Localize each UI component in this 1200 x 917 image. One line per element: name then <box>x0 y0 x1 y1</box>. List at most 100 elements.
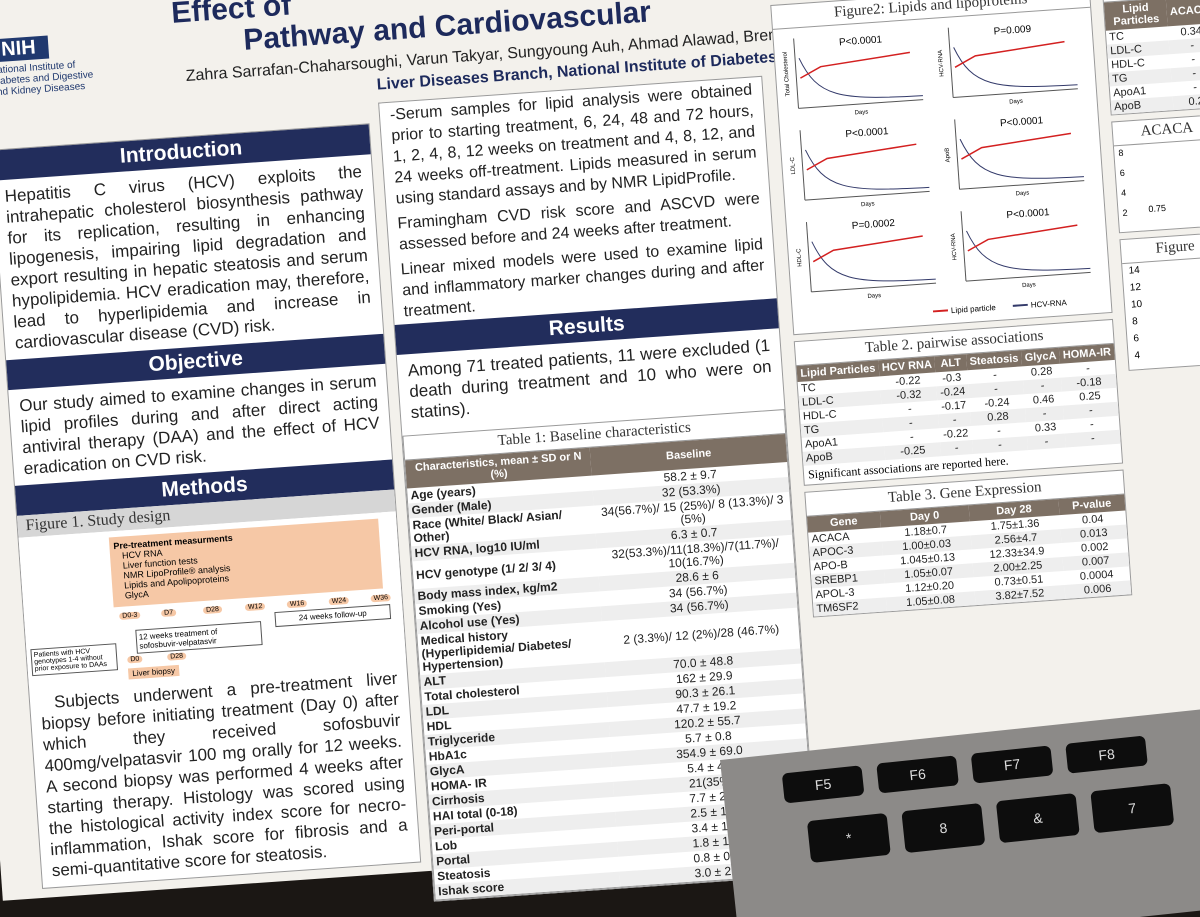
axis <box>793 38 800 109</box>
key: 7 <box>1090 783 1175 834</box>
y-tick-label: 8 <box>1131 316 1139 328</box>
y-label: HCV-RNA <box>938 50 946 77</box>
decay-curve <box>804 149 930 190</box>
y-tick-label: 2 <box>1122 207 1128 218</box>
p-value: P<0.0001 <box>845 126 889 140</box>
cell: ApoB <box>1113 99 1142 114</box>
p-value: P<0.0001 <box>839 34 883 48</box>
legend-swatch <box>932 309 949 313</box>
x-label: Days <box>1015 190 1029 197</box>
key: 8 <box>901 802 986 854</box>
figure-title: Figure <box>1120 232 1200 265</box>
timepoint: W12 <box>244 602 266 612</box>
y-label: LDL-C <box>790 156 797 174</box>
axis <box>947 27 954 98</box>
figure-3: ACACA 8 6 4 2 0.75 <box>1111 113 1200 234</box>
logo-block: NIH National Institute of Diabetes and D… <box>0 29 142 99</box>
y-tick-label: 6 <box>1133 333 1140 345</box>
decay-curve <box>811 241 936 282</box>
rise-curve <box>954 40 1065 68</box>
decay-curve <box>953 47 1078 88</box>
timepoint: D28 <box>202 605 223 615</box>
figure-4: Figure 14 12 10 8 6 4 <box>1119 231 1200 371</box>
methods-text: Subjects underwent a pre-treatment liver… <box>40 668 409 881</box>
y-tick-label: 10 <box>1130 298 1143 311</box>
axis <box>811 282 937 293</box>
institute: National Institute of Diabetes and Diges… <box>0 59 94 99</box>
key: F7 <box>970 745 1054 784</box>
axis <box>954 119 961 190</box>
legend-label: Lipid particle <box>951 303 997 315</box>
table-box: Table 4.Lipid ParticlesACACATC0.34LDL-C-… <box>1101 0 1200 116</box>
logo: NIH <box>0 35 50 63</box>
x-label: Days <box>1009 99 1023 106</box>
bar-label: 0.75 <box>1148 202 1167 215</box>
y-label: Total Cholesterol <box>783 52 792 97</box>
figure-1: Pre-treatment measurments HCV RNA Liver fu… <box>18 511 407 688</box>
figure-title: ACACA <box>1112 114 1200 147</box>
timepoint: D0-3 <box>119 611 141 620</box>
y-tick-label: 12 <box>1129 281 1142 294</box>
section-text: Hepatitis C virus (HCV) exploits the int… <box>4 161 372 353</box>
key: F8 <box>1065 735 1148 774</box>
timepoint: W24 <box>328 596 350 606</box>
column-3: Figure2: Lipids and lipoproteins P<0.0001… <box>770 0 1133 618</box>
column-header: ACACA <box>1166 0 1200 27</box>
table: Lipid Particles ACACA TC 0.34 LDL-C - HDL-C - TG… <box>1103 0 1200 115</box>
p-value: P=0.0002 <box>851 218 895 232</box>
key: & <box>995 793 1080 844</box>
y-tick-label: 4 <box>1134 350 1141 362</box>
figure-2-plots: P<0.0001 Total Cholesterol Days P=0.009 HCV-… <box>783 24 1091 315</box>
patients: Patients with HCV genotypes 1-4 without … <box>30 643 119 677</box>
p-value: P=0.009 <box>993 24 1032 38</box>
y-tick-label: 14 <box>1128 264 1141 277</box>
biopsy-point: D0 <box>127 655 143 664</box>
rise-curve <box>961 132 1072 160</box>
pre-box: Pre-treatment measurments HCV RNA Liver fu… <box>108 518 383 608</box>
timepoint: D7 <box>160 608 177 618</box>
decay-curve <box>966 230 1091 271</box>
table-box: Table 3. Gene Expression Gene Day 0 Day 28 P… <box>804 469 1133 618</box>
axis <box>804 190 930 201</box>
key: F6 <box>876 755 959 794</box>
y-tick-label: 6 <box>1119 167 1126 179</box>
axis <box>959 180 1085 190</box>
decay-curve <box>959 138 1084 179</box>
treatment: 12 weeks treatment of sofosbuvir-velpata… <box>135 621 263 654</box>
axis <box>805 222 812 292</box>
figure-2: Figure2: Lipids and lipoproteins P<0.0001… <box>770 0 1113 336</box>
rise-curve <box>806 143 917 171</box>
timepoint: W36 <box>370 593 392 603</box>
column-4: Table 4.Lipid ParticlesACACATC0.34LDL-C-… <box>1101 0 1200 371</box>
p-value: P<0.0001 <box>1006 207 1050 221</box>
cell: 0.2 <box>1188 95 1200 109</box>
x-label: Days <box>854 109 868 116</box>
decay-curve <box>798 57 923 98</box>
legend-label: HCV-RNA <box>1030 298 1067 310</box>
y-label: ApoB <box>945 147 952 162</box>
legend-swatch <box>1012 303 1028 307</box>
table-box: Table 2. pairwise associations Lipid Part… <box>793 318 1124 486</box>
biopsy-point: D28 <box>167 652 187 661</box>
x-label: Days <box>861 201 875 208</box>
y-label: HCV-RNA <box>951 233 959 260</box>
key: * <box>806 812 891 864</box>
column-box: Introduction Hepatitis C virus (HCV) expl… <box>0 123 422 889</box>
axis <box>965 271 1091 282</box>
axis <box>799 130 806 201</box>
rise-curve <box>800 51 911 79</box>
timepoint: W16 <box>286 599 308 609</box>
axis <box>960 211 967 282</box>
table: Gene Day 0 Day 28 P-value ACACA 1.18±0.7 1.75±… <box>807 494 1132 617</box>
x-label: Days <box>867 293 881 300</box>
axis <box>953 88 1078 99</box>
rise-curve <box>812 235 923 263</box>
rise-curve <box>967 224 1078 252</box>
y-tick-label: 4 <box>1120 187 1127 199</box>
y-tick-label: 8 <box>1118 147 1124 159</box>
biopsy: Liver biopsy <box>127 664 180 680</box>
x-label: Days <box>1022 282 1036 289</box>
y-label: HDL-C <box>796 248 803 267</box>
